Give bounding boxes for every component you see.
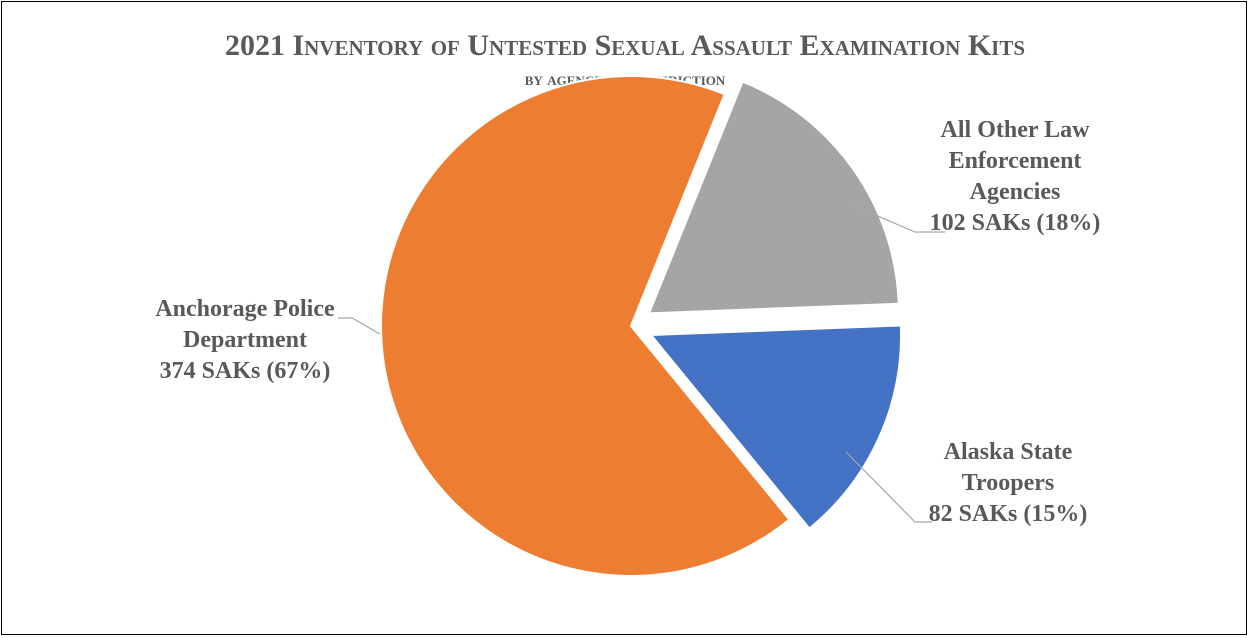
pie-slice-anchorage-police-department [380, 75, 791, 577]
data-label-alaska-state-troopers: Alaska State Troopers 82 SAKs (15%) [929, 439, 1088, 527]
data-label-line: 102 SAKs (18%) [930, 210, 1101, 236]
data-label-line: Agencies [970, 179, 1061, 205]
data-label-line: Anchorage Police [155, 296, 335, 322]
data-label-all-other-law-enforcement-agencies: All Other Law Enforcement Agencies 102 SAKs… [930, 117, 1101, 236]
data-label-line: Alaska State [944, 439, 1073, 465]
chart-title: 2021 Inventory of Untested Sexual Assaul… [225, 29, 1025, 62]
leader-line-alaska-state-troopers [845, 451, 932, 523]
leader-line-anchorage-police-department [338, 317, 381, 335]
data-label-line: Enforcement [949, 148, 1082, 174]
data-label-line: Department [183, 327, 307, 353]
data-labels: All Other Law Enforcement Agencies 102 SAKs… [155, 117, 1100, 527]
data-label-line: Troopers [962, 470, 1054, 496]
pie-slice-all-other-law-enforcement-agencies [647, 80, 900, 315]
data-label-line: 374 SAKs (67%) [160, 358, 331, 384]
data-label-line: All Other Law [941, 117, 1091, 143]
data-label-line: 82 SAKs (15%) [929, 501, 1088, 527]
pie-slices [380, 75, 903, 577]
leader-line-all-other-law-enforcement-agencies [851, 204, 945, 233]
leader-lines [338, 204, 945, 523]
data-label-anchorage-police-department: Anchorage Police Department 374 SAKs (67%) [155, 296, 335, 384]
pie-slice-alaska-state-troopers [649, 324, 903, 530]
